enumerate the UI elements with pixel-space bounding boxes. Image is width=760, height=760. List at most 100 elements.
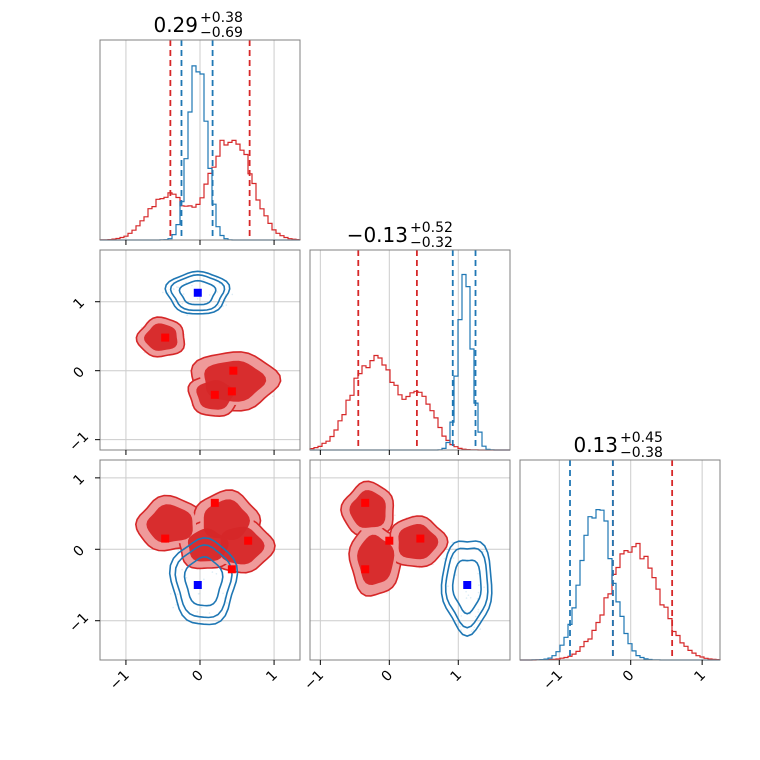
p20-xtick-label-1: 0 [189,668,207,686]
p21-blue-scatter-pt-0-27 [447,585,449,587]
p00-title-median: 0.29 [153,13,198,37]
p10-grid [100,250,300,450]
p10-red-scatter-pt-0-22 [143,351,146,354]
p20-ytick-label-0: −1 [66,610,92,636]
p21-red-marker-0 [361,498,370,507]
p21-blue-scatter-pt-0-17 [459,625,462,628]
p11-frame [309,249,511,451]
p11-title-median: −0.13 [347,223,408,247]
p20-red-inner-0 [146,504,193,543]
p22-title-minus: −0.38 [620,445,663,461]
p21-blue-scatter-pt-0-28 [451,541,454,544]
p10-blue-scatter-pt-0-28 [225,304,228,306]
p11-title-minus: −0.32 [410,235,453,251]
p21-blue-scatter-pt-0-29 [470,630,473,633]
p21-blue-marker-0 [463,581,472,589]
p10-blue-scatter-pt-0-6 [216,291,219,293]
p21-xtick-label-2: 1 [447,668,465,686]
p10-blue-scatter-pt-0-21 [181,302,184,305]
p00-title: 0.29 +0.38−0.69 [153,10,242,41]
p10-blue-scatter-pt-0-33 [218,282,221,285]
p21-blue-scatter-pt-0-5 [443,557,446,560]
p10-blue-scatter-pt-0-5 [167,291,169,294]
p21-blue-scatter-pt-0-31 [472,629,475,631]
p20-blue-scatter-pt-0-9 [203,578,205,581]
p10-blue-scatter-pt-0-11 [231,293,234,296]
p20-blue-scatter-pt-0-33 [198,592,201,595]
p10-blue-mid-0 [169,273,226,312]
p22-xtick-label-2: 1 [691,668,709,686]
p10-blue-scatter-pt-0-20 [186,314,188,317]
p21-blue-scatter-pt-0-11 [478,584,480,586]
p10-blue-inner-0 [178,279,217,306]
p21-blue-scatter-pt-0-21 [460,629,463,631]
p20-ytick-label-1: 0 [70,543,88,561]
p20-blue-mid-0 [174,544,233,619]
p21-blue-scatter-pt-0-34 [476,598,479,600]
p20-blue-scatter-pt-0-30 [197,593,200,595]
p20-xtick-label-0: −1 [107,668,133,694]
p21-red-scatter-pt-1-23 [386,592,388,594]
p22-title: 0.13 +0.45−0.38 [573,430,662,461]
p21-blue-scatter-pt-0-32 [474,615,477,618]
p10-blue-scatter-pt-0-3 [191,284,193,287]
p20-blue-scatter-pt-0-16 [196,611,199,613]
p21-blue-scatter-pt-0-12 [473,626,476,629]
p20-blue-scatter-pt-0-1 [176,593,179,595]
p20-blue-scatter-pt-0-4 [208,612,211,614]
p21-blue-scatter-pt-0-9 [460,615,463,617]
p10-blue-scatter-pt-0-24 [182,293,185,295]
p21-red-marker-1 [385,536,394,545]
p22-frame [519,459,721,661]
p10-blue-scatter-pt-0-0 [176,286,178,288]
p21-blue-scatter-pt-0-20 [479,628,482,630]
p22-title-plus: +0.45 [620,430,663,446]
p10-blue-scatter-pt-0-7 [162,291,164,294]
p22-red-hist [520,542,721,661]
p22-blue-hist [520,509,720,661]
p20-red-marker-2 [244,536,253,545]
p22-grid [558,460,703,660]
p10-red-scatter-pt-0-27 [140,326,143,329]
p21-red-scatter-pt-0-3 [394,514,396,517]
p00-title-minus: −0.69 [200,25,243,41]
p11-title: −0.13 +0.52−0.32 [347,220,453,251]
p21-red-marker-2 [416,534,425,543]
p10-blue-scatter-pt-0-30 [196,298,199,300]
p10-red-marker-0 [161,333,170,342]
p21-blue-scatter-pt-0-7 [469,597,472,599]
p10-ytick-label-1: 0 [70,364,88,382]
p20-blue-scatter-pt-0-24 [181,568,183,571]
p20-blue-scatter-pt-0-27 [215,573,218,575]
p20-blue-scatter-pt-0-34 [185,577,188,579]
p21-frame [309,459,511,661]
p21-blue-scatter-pt-0-10 [455,574,457,576]
p21-red-scatter-pt-2-17 [432,563,434,566]
p10-red-inner-0 [144,323,178,351]
p22-title-median: 0.13 [573,433,618,457]
p21-red-inner-0 [349,490,386,528]
p10-blue-scatter-pt-0-15 [218,305,220,307]
p00-red-hist [99,139,301,241]
p21-blue-scatter-pt-0-18 [477,611,479,613]
p00-title-plus: +0.38 [200,10,243,26]
p10-blue-scatter-pt-0-2 [224,300,227,302]
p20-xtick-label-2: 1 [263,668,281,686]
p10-blue-scatter-pt-0-26 [172,288,175,290]
p10-blue-scatter-pt-0-34 [177,286,179,289]
p11-title-plus: +0.52 [410,220,453,236]
p21-blue-scatter-pt-0-13 [477,608,480,611]
p21-blue-scatter-pt-0-3 [477,572,479,575]
p21-blue-scatter-pt-0-24 [482,551,484,553]
p11-red-hist [309,354,510,451]
p20-red-marker-0 [161,534,170,543]
p20-blue-scatter-pt-0-5 [175,603,177,606]
p20-blue-marker-0 [193,581,202,589]
p21-blue-mid-0 [444,547,489,629]
p21-blue-scatter-pt-0-16 [467,594,470,596]
p10-red-scatter-pt-1-24 [271,395,274,398]
p20-blue-scatter-pt-0-15 [226,602,228,604]
p21-blue-scatter-pt-0-23 [465,590,467,593]
p22-xtick-label-0: −1 [540,668,566,694]
